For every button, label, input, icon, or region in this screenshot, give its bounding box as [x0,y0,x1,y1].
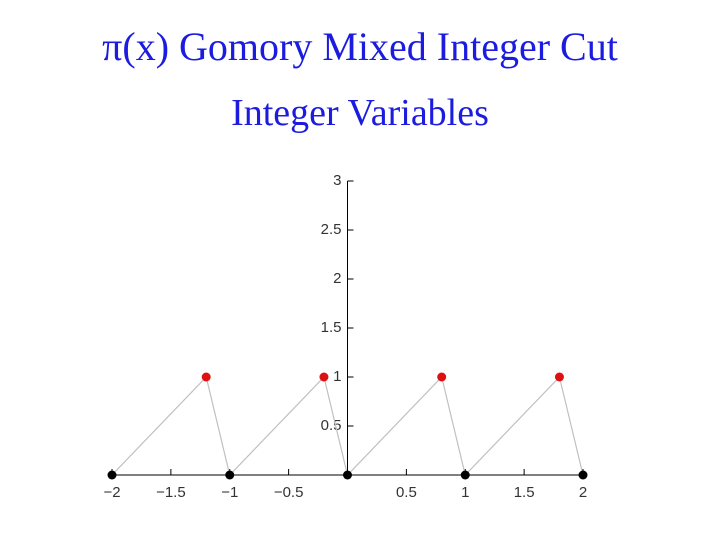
y-tick-label: 2 [333,270,341,287]
x-tick-label: −1 [221,484,238,501]
x-tick-label: −0.5 [274,484,304,501]
point [554,372,564,382]
point [460,470,470,480]
point [225,470,235,480]
x-tick-label: 0.5 [396,484,417,501]
x-tick-label: −1.5 [156,484,186,501]
chart-title: π(x) Gomory Mixed Integer Cut [102,24,618,69]
y-tick-label: 1.5 [321,319,342,336]
y-tick-label: 1 [333,368,341,385]
y-tick-label: 2.5 [321,221,342,238]
point [201,372,211,382]
x-tick-label: 1 [461,484,469,501]
point [578,470,588,480]
chart-subtitle: Integer Variables [231,92,489,134]
x-tick-label: −2 [103,484,120,501]
point [343,470,352,480]
y-tick-label: 0.5 [321,417,342,434]
point [107,470,117,480]
y-tick-label: 3 [333,172,341,189]
x-tick-label: 2 [579,484,587,501]
point [319,372,329,382]
point [437,372,447,382]
x-tick-label: 1.5 [514,484,535,501]
